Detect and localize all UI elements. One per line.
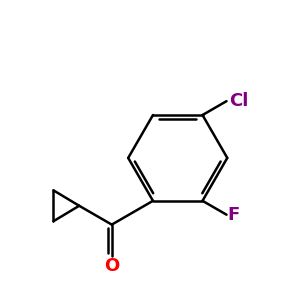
Text: F: F [227, 206, 240, 224]
Text: O: O [104, 257, 119, 275]
Text: Cl: Cl [229, 92, 248, 110]
